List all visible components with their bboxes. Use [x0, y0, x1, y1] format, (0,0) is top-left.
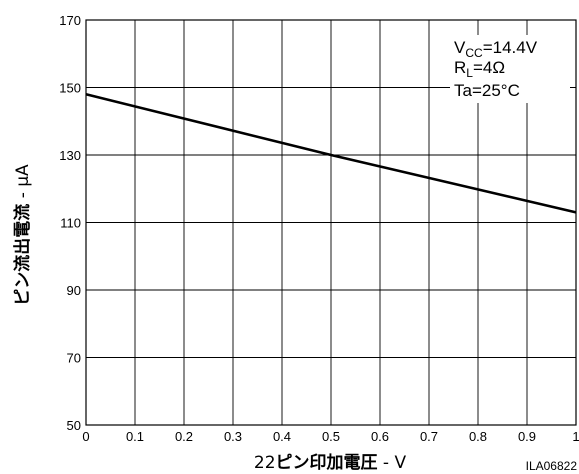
x-tick-label: 0: [82, 429, 89, 444]
x-tick-label: 0.2: [175, 429, 193, 444]
x-tick-label: 0.8: [469, 429, 487, 444]
series-layer: [85, 92, 577, 214]
x-axis-title: 22ピン印加電圧 - V: [254, 453, 407, 473]
y-tick-label: 170: [59, 13, 81, 28]
y-tick-label: 50: [67, 418, 81, 433]
x-tick-label: 0.1: [126, 429, 144, 444]
conditions-background: [450, 35, 570, 103]
y-tick-label: 70: [67, 351, 81, 366]
condition-vcc: VCC=14.4V: [454, 38, 538, 60]
tick-labels: 0 0.1 0.2 0.3 0.4 0.5 0.6 0.7 0.8 0.9 150709011013…: [59, 13, 579, 444]
series-line-0: [85, 92, 577, 214]
x-tick-label: 0.9: [518, 429, 536, 444]
condition-ta: Ta=25°C: [454, 81, 520, 100]
x-tick-label: 0.5: [322, 429, 340, 444]
x-tick-label: 0.6: [371, 429, 389, 444]
conditions-box: VCC=14.4V RL=4Ω Ta=25°C: [450, 35, 570, 103]
plot-frame: [85, 19, 577, 426]
y-tick-label: 90: [67, 283, 81, 298]
y-tick-label: 130: [59, 148, 81, 163]
x-tick-label: 1: [572, 429, 579, 444]
y-tick-label: 110: [60, 216, 81, 231]
figure-code: ILA06822: [526, 459, 578, 473]
y-axis-title: ピン流出電流 - μA: [12, 164, 33, 306]
x-tick-label: 0.4: [273, 429, 291, 444]
x-tick-label: 0.3: [224, 429, 242, 444]
condition-rl: RL=4Ω: [454, 58, 505, 80]
y-tick-label: 150: [59, 81, 81, 96]
x-tick-label: 0.7: [420, 429, 438, 444]
